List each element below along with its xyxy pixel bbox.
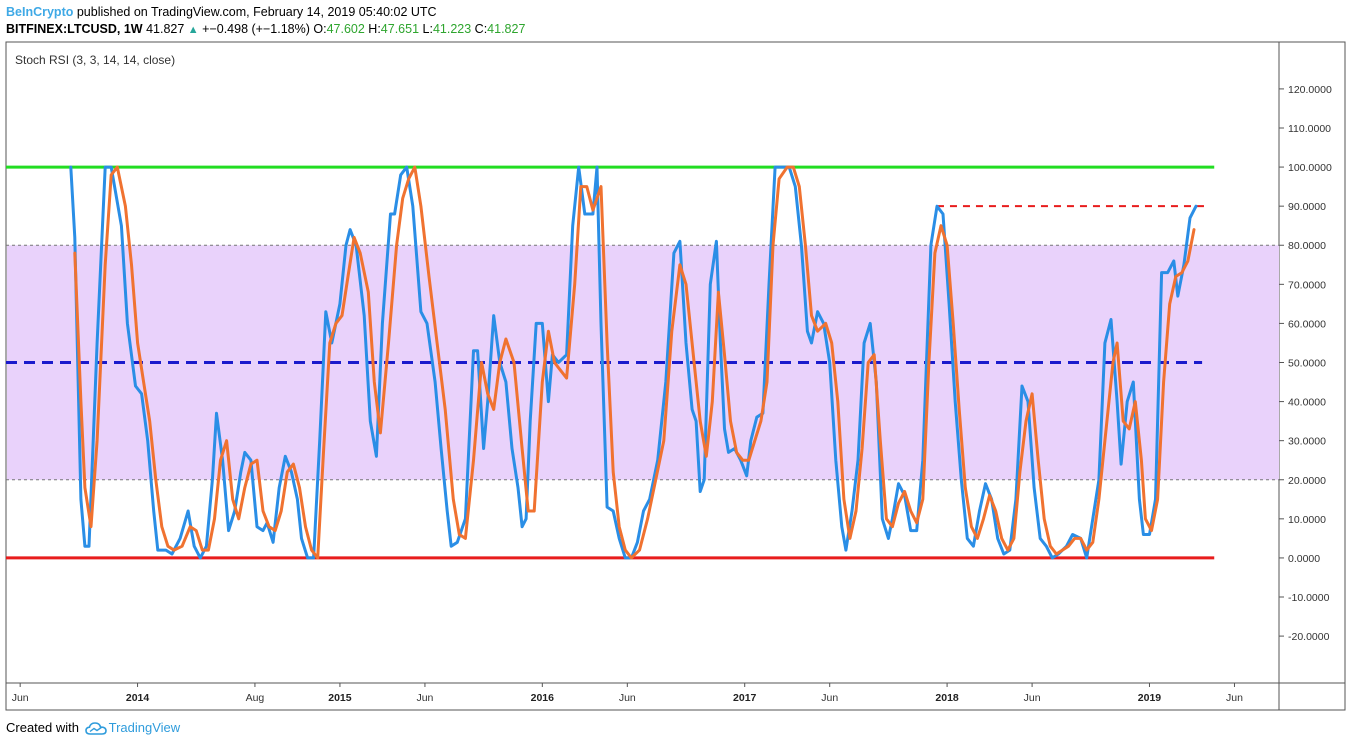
y-tick-label: 110.0000 xyxy=(1288,123,1331,135)
y-tick-label: 120.0000 xyxy=(1288,84,1332,96)
x-tick-label: Aug xyxy=(246,692,265,704)
y-tick-label: 0.0000 xyxy=(1288,553,1320,565)
series-lines xyxy=(69,165,1198,560)
indicator-title[interactable]: Stoch RSI (3, 3, 14, 14, close) xyxy=(15,53,176,67)
open-value: 47.602 xyxy=(326,22,365,36)
y-tick-label: 80.0000 xyxy=(1288,240,1326,252)
x-tick-label: 2018 xyxy=(935,692,959,704)
y-tick-label: 50.0000 xyxy=(1288,358,1326,370)
created-with-label: Created with xyxy=(6,720,79,735)
time-axis[interactable]: Jun 2014 Aug 2015 Jun 2016 Jun 2017 Jun 2018 Jun 20… xyxy=(12,683,1243,704)
low-label: L: xyxy=(422,22,433,36)
y-tick-label: 20.0000 xyxy=(1288,475,1326,487)
x-tick-label: Jun xyxy=(12,692,29,704)
x-tick-label: Jun xyxy=(1024,692,1041,704)
tradingview-cloud-icon xyxy=(84,721,107,735)
price-axis[interactable]: 120.0000 110.0000 100.0000 90.0000 80.0000 70… xyxy=(1279,84,1332,643)
y-tick-label: 10.0000 xyxy=(1288,514,1326,526)
open-label: O: xyxy=(313,22,327,36)
y-tick-label: 90.0000 xyxy=(1288,201,1326,213)
last-price: 41.827 xyxy=(146,22,185,36)
x-tick-label: 2014 xyxy=(126,692,150,704)
close-label: C: xyxy=(474,22,488,36)
tradingview-brand[interactable]: TradingView xyxy=(108,720,181,735)
y-tick-label: 30.0000 xyxy=(1288,436,1326,448)
x-tick-label: Jun xyxy=(1226,692,1243,704)
author-name[interactable]: BeInCrypto xyxy=(6,5,74,19)
y-tick-label: 70.0000 xyxy=(1288,279,1326,291)
y-tick-label: -20.0000 xyxy=(1288,631,1330,643)
publish-info: published on TradingView.com, February 1… xyxy=(73,5,437,19)
close-value: 41.827 xyxy=(487,22,526,36)
x-tick-label: 2019 xyxy=(1138,692,1162,704)
low-value: 41.223 xyxy=(432,22,472,36)
footer: Created with TradingView xyxy=(6,720,180,736)
high-value: 47.651 xyxy=(380,22,420,36)
x-tick-label: 2017 xyxy=(733,692,757,704)
y-tick-label: 100.0000 xyxy=(1288,162,1332,174)
x-tick-label: 2015 xyxy=(328,692,352,704)
series-d-line[interactable] xyxy=(73,165,1196,560)
price-change: +−0.498 (+−1.18%) xyxy=(202,22,310,36)
symbol-name[interactable]: BITFINEX:LTCUSD, 1W xyxy=(6,22,143,36)
chart-header: BeInCrypto published on TradingView.com,… xyxy=(6,4,525,39)
x-tick-label: 2016 xyxy=(531,692,555,704)
x-tick-label: Jun xyxy=(821,692,838,704)
level-lines xyxy=(6,165,1215,560)
up-arrow-icon: ▲ xyxy=(187,24,199,36)
publish-line: BeInCrypto published on TradingView.com,… xyxy=(6,4,525,21)
x-tick-label: Jun xyxy=(416,692,433,704)
y-tick-label: -10.0000 xyxy=(1288,592,1330,604)
high-label: H: xyxy=(368,22,381,36)
x-tick-label: Jun xyxy=(619,692,636,704)
y-tick-label: 40.0000 xyxy=(1288,397,1326,409)
plot-frame xyxy=(5,41,1346,711)
symbol-line: BITFINEX:LTCUSD, 1W 41.827 ▲ +−0.498 (+−… xyxy=(6,21,525,39)
y-tick-label: 60.0000 xyxy=(1288,318,1326,330)
